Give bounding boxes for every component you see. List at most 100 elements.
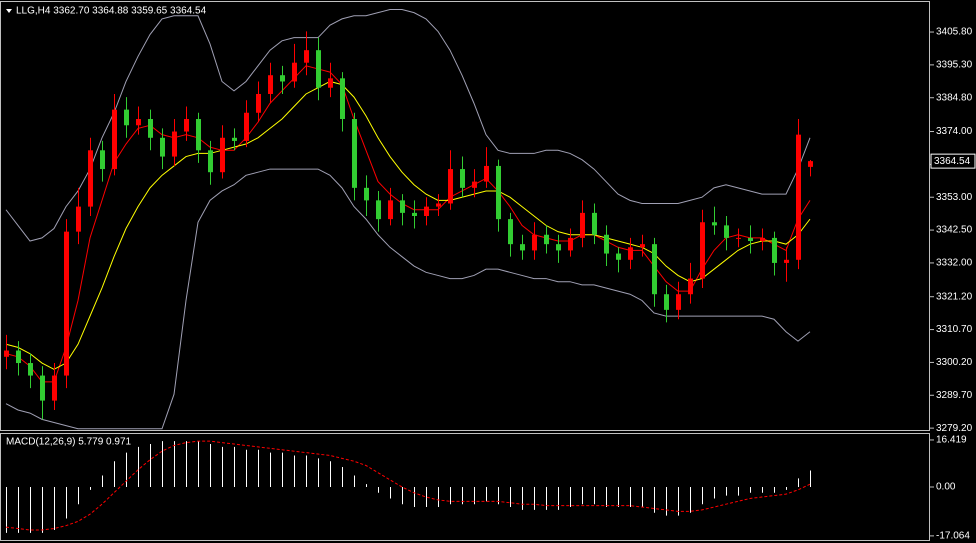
signal-line xyxy=(5,440,811,531)
candle-body xyxy=(556,244,561,251)
last-price-box xyxy=(930,153,976,169)
candle-body xyxy=(160,137,165,157)
candle-body xyxy=(712,222,717,226)
candle-body xyxy=(172,131,177,157)
candle-body xyxy=(268,75,273,94)
candle-body xyxy=(16,350,21,364)
candle-body xyxy=(724,225,729,238)
candle-body xyxy=(592,212,597,235)
last-price-label: 3364.54 xyxy=(934,156,971,167)
candle-body xyxy=(28,363,33,376)
candle-body xyxy=(580,212,585,238)
macd-title: MACD(12,26,9) 5.779 0.971 xyxy=(6,437,132,448)
indicator-line xyxy=(5,65,811,383)
y-tick-label: 0.00 xyxy=(936,482,956,493)
price-plot xyxy=(4,9,813,430)
candle-body xyxy=(280,75,285,82)
candle-body xyxy=(292,62,297,82)
candle-body xyxy=(40,375,45,401)
candle-body xyxy=(748,237,753,242)
macd-frame xyxy=(0,433,930,541)
candle-body xyxy=(664,294,669,310)
y-tick-label: 3300.20 xyxy=(936,357,973,368)
candle-body xyxy=(124,109,129,126)
candle-body xyxy=(460,169,465,188)
y-tick-label: 3353.00 xyxy=(936,192,973,203)
candle-body xyxy=(628,247,633,260)
candle-body xyxy=(676,294,681,310)
candle-body xyxy=(388,200,393,220)
candle-body xyxy=(232,137,237,141)
candle-body xyxy=(196,119,201,151)
candle-body xyxy=(364,187,369,201)
candle-body xyxy=(304,50,309,63)
candle-body xyxy=(52,375,57,401)
candle-body xyxy=(448,169,453,204)
candle-body xyxy=(340,78,345,120)
candle-body xyxy=(316,50,321,88)
y-tick-label: 3321.20 xyxy=(936,291,973,302)
candle-body xyxy=(796,134,801,260)
y-tick-label: 3374.00 xyxy=(936,126,973,137)
candle-body xyxy=(412,212,417,216)
candle-body xyxy=(220,137,225,173)
candle-body xyxy=(76,206,81,232)
main-frame xyxy=(0,1,930,431)
menu-arrow[interactable] xyxy=(6,9,12,13)
candle-body xyxy=(256,93,261,113)
y-tick-label: 3342.50 xyxy=(936,225,973,236)
candle-body xyxy=(784,259,789,263)
candle-body xyxy=(328,78,333,88)
candle-body xyxy=(688,278,693,295)
y-tick-label: -17.064 xyxy=(936,531,970,542)
candle-body xyxy=(400,200,405,213)
y-tick-label: 3384.80 xyxy=(936,92,973,103)
y-tick-label: 3332.00 xyxy=(936,258,973,269)
y-tick-label: 3279.20 xyxy=(936,423,973,434)
candle-body xyxy=(484,165,489,182)
candle-body xyxy=(568,237,573,251)
candle-body xyxy=(136,119,141,126)
candle-body xyxy=(496,165,501,220)
y-tick-label: 3289.70 xyxy=(936,390,973,401)
candle-body xyxy=(208,150,213,173)
indicator-line xyxy=(5,80,811,370)
y-tick-label: 3405.80 xyxy=(936,27,973,38)
candle-body xyxy=(4,350,9,357)
candle-body xyxy=(148,119,153,138)
macd-plot xyxy=(5,440,811,533)
candle-body xyxy=(100,150,105,170)
candle-body xyxy=(808,161,813,167)
candle-body xyxy=(508,219,513,245)
indicator-line xyxy=(5,9,811,242)
candle-body xyxy=(760,237,765,242)
indicator-line xyxy=(5,168,811,430)
y-tick-label: 16.419 xyxy=(936,435,967,446)
candle-body xyxy=(112,109,117,170)
candle-body xyxy=(652,244,657,295)
candle-body xyxy=(604,234,609,254)
y-tick-label: 3310.70 xyxy=(936,324,973,335)
candle-body xyxy=(700,222,705,279)
candle-body xyxy=(520,244,525,251)
candle-body xyxy=(244,112,249,141)
candle-body xyxy=(532,234,537,251)
candle-body xyxy=(376,200,381,220)
chart-title: LLG,H4 3362.70 3364.88 3359.65 3364.54 xyxy=(16,6,207,17)
candle-body xyxy=(88,150,93,207)
candle-body xyxy=(736,237,741,239)
candle-body xyxy=(640,244,645,248)
candle-body xyxy=(616,253,621,260)
candle-body xyxy=(64,231,69,376)
candle-body xyxy=(424,206,429,216)
candle-body xyxy=(544,234,549,245)
y-tick-label: 3395.30 xyxy=(936,60,973,71)
candle-body xyxy=(472,181,477,188)
price-axis: 3405.803395.303384.803374.003363.503353.… xyxy=(930,27,976,542)
candle-body xyxy=(184,119,189,132)
candle-body xyxy=(436,203,441,207)
candle-body xyxy=(772,237,777,263)
candle-body xyxy=(352,119,357,188)
